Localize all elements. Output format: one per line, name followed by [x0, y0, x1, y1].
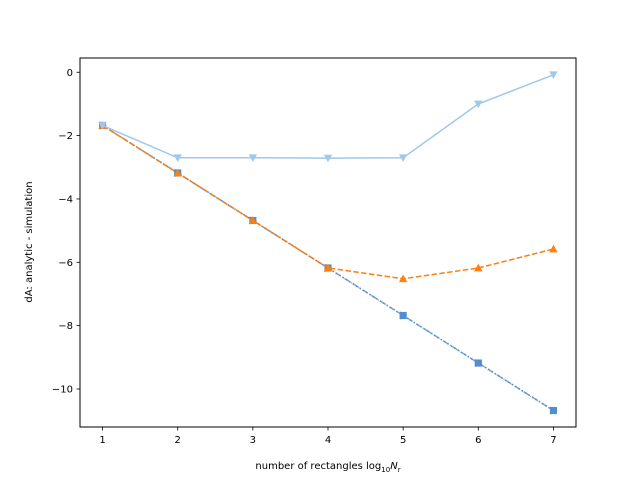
data-point-marker: [98, 122, 107, 130]
data-point-marker: [398, 154, 408, 162]
data-point-marker: [248, 216, 258, 224]
data-point-marker: [398, 274, 408, 283]
y-tick-label: −8: [58, 321, 73, 332]
data-point-marker: [549, 244, 558, 253]
data-point-marker: [173, 168, 182, 177]
data-point-marker: [474, 359, 482, 367]
series-4: [98, 71, 558, 163]
series-3: [98, 121, 558, 283]
data-point-marker: [474, 100, 483, 109]
y-tick-label: −4: [58, 194, 73, 205]
series-layer: [98, 71, 558, 415]
y-tick-label: 0: [67, 68, 73, 79]
x-tick-label: 6: [475, 435, 481, 446]
x-axis-label: number of rectangles log10Nr: [255, 461, 400, 474]
data-point-marker: [323, 263, 333, 272]
y-tick-label: −10: [52, 384, 73, 395]
data-point-marker: [474, 263, 483, 272]
data-point-marker: [173, 154, 182, 162]
x-tick-label: 3: [250, 435, 256, 446]
data-point-marker: [323, 154, 333, 163]
data-point-marker: [248, 154, 258, 162]
x-tick-label: 2: [175, 435, 181, 446]
data-point-marker: [549, 71, 558, 79]
y-tick-label: −6: [58, 258, 73, 269]
x-tick-label: 7: [550, 435, 556, 446]
y-axis-label: dA: analytic - simulation: [24, 181, 35, 302]
axes-frame: [79, 57, 577, 428]
series-line: [102, 74, 554, 159]
y-tick-label: −2: [58, 131, 73, 142]
data-point-marker: [549, 406, 558, 415]
x-tick-label: 1: [99, 435, 105, 446]
x-tick-label: 4: [325, 435, 331, 446]
ticks-layer: 1 2 3 4 5 6 7 0 −2 −4 −6 −8 −10: [52, 68, 557, 446]
x-tick-label: 5: [400, 435, 406, 446]
data-point-marker: [399, 311, 407, 320]
series-line: [102, 124, 554, 280]
